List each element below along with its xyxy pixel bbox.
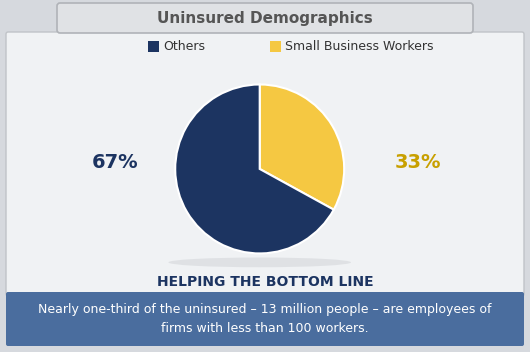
Text: Uninsured Demographics: Uninsured Demographics	[157, 11, 373, 25]
Text: HELPING THE BOTTOM LINE: HELPING THE BOTTOM LINE	[157, 275, 373, 289]
Text: 33%: 33%	[395, 152, 441, 171]
Text: Small Business Workers: Small Business Workers	[285, 39, 434, 52]
FancyBboxPatch shape	[6, 292, 524, 346]
Wedge shape	[175, 84, 334, 253]
Bar	[270, 41, 281, 52]
Text: Others: Others	[163, 39, 205, 52]
Ellipse shape	[169, 258, 351, 267]
FancyBboxPatch shape	[6, 32, 524, 296]
Wedge shape	[260, 84, 344, 210]
FancyBboxPatch shape	[57, 3, 473, 33]
Text: 67%: 67%	[92, 152, 138, 171]
Text: Nearly one-third of the uninsured – 13 million people – are employees of
firms w: Nearly one-third of the uninsured – 13 m…	[38, 303, 492, 334]
Bar	[148, 41, 159, 52]
